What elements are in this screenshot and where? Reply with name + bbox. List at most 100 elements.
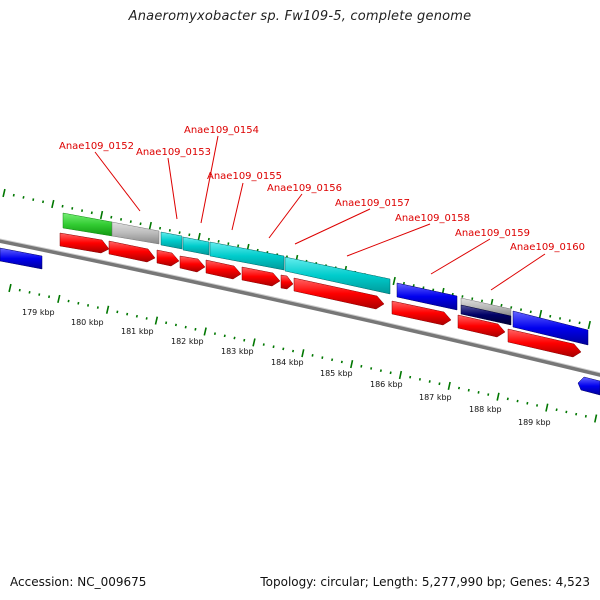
leader-line-0154 (200, 135, 219, 224)
gene-bar-cyan-1[interactable] (160, 231, 183, 250)
upper-tick-5 (51, 199, 55, 209)
lower-tick-1 (18, 288, 21, 292)
upper-tick-49 (480, 299, 484, 303)
leader-line-0156 (268, 193, 303, 239)
lower-tick-36 (360, 364, 363, 368)
lower-tick-24 (243, 338, 246, 342)
lower-tick-8 (87, 304, 90, 307)
lower-tick-47 (467, 388, 470, 392)
gene-bar-green[interactable] (62, 212, 113, 237)
cds-arrow-3[interactable] (156, 249, 180, 267)
lower-tick-49 (487, 393, 490, 396)
lower-tick-25 (252, 338, 256, 347)
lower-tick-52 (516, 399, 519, 403)
lower-tick-28 (282, 347, 285, 351)
lower-tick-31 (311, 354, 314, 357)
lower-tick-21 (213, 332, 216, 335)
genome-backbone (0, 238, 600, 377)
cds-arrow-1[interactable] (59, 232, 110, 254)
lower-tick-41 (409, 375, 412, 379)
kbp-label-186: 186 kbp (370, 380, 403, 389)
cds-arrow-8[interactable] (293, 277, 385, 310)
lower-tick-19 (194, 327, 197, 331)
lower-tick-3 (38, 293, 41, 296)
gene-label-0155[interactable]: Anae109_0155 (207, 171, 282, 182)
kbp-label-189: 189 kbp (518, 418, 551, 427)
gene-bar-blue-right[interactable] (577, 376, 600, 396)
cds-arrow-7[interactable] (280, 274, 294, 290)
lower-tick-13 (135, 314, 138, 318)
upper-tick-14 (139, 222, 142, 226)
gene-bar-cyan-4[interactable] (284, 256, 391, 295)
lower-tick-4 (48, 295, 51, 299)
gene-label-0152[interactable]: Anae109_0152 (59, 141, 134, 152)
upper-tick-58 (568, 319, 571, 322)
lower-tick-46 (457, 386, 461, 390)
leader-line-0152 (94, 151, 141, 212)
leader-line-0160 (490, 253, 546, 291)
gene-label-0158[interactable]: Anae109_0158 (395, 213, 470, 224)
upper-tick-43 (422, 286, 425, 289)
lower-tick-14 (145, 317, 148, 320)
cds-arrow-11[interactable] (507, 328, 582, 358)
upper-tick-54 (529, 310, 532, 314)
lower-tick-7 (77, 301, 80, 305)
gene-bar-blue-1[interactable] (396, 282, 458, 311)
lower-tick-42 (418, 378, 421, 381)
kbp-label-180: 180 kbp (71, 318, 104, 327)
leader-line-0157 (294, 208, 371, 245)
lower-tick-60 (594, 414, 598, 423)
upper-tick-24 (237, 244, 240, 248)
lower-tick-15 (154, 316, 159, 325)
cds-arrow-4[interactable] (179, 255, 206, 273)
lower-tick-22 (223, 334, 226, 338)
gene-label-0153[interactable]: Anae109_0153 (136, 147, 211, 158)
upper-tick-51 (500, 303, 503, 307)
lower-tick-26 (262, 343, 265, 346)
lower-tick-27 (272, 345, 275, 349)
gene-label-0160[interactable]: Anae109_0160 (510, 242, 585, 253)
cds-arrow-2[interactable] (108, 240, 156, 263)
upper-tick-0 (2, 188, 6, 198)
cds-arrow-9[interactable] (391, 300, 452, 326)
lower-tick-39 (389, 371, 392, 375)
gene-bar-darkblue[interactable] (460, 304, 512, 326)
gene-bar-cyan-2[interactable] (182, 236, 210, 256)
gene-label-0156[interactable]: Anae109_0156 (267, 183, 342, 194)
upper-tick-16 (159, 226, 162, 230)
upper-tick-2 (22, 196, 25, 199)
gene-bar-cyan-3[interactable] (209, 241, 285, 271)
leader-line-0153 (167, 157, 178, 220)
gene-bar-gray[interactable] (111, 221, 160, 245)
lower-tick-2 (28, 291, 31, 294)
lower-tick-34 (340, 360, 343, 364)
topology-text: Topology: circular; Length: 5,277,990 bp… (260, 575, 590, 589)
gene-bar-blue-left[interactable] (0, 247, 43, 270)
accession-text: Accession: NC_009675 (10, 575, 147, 589)
lower-tick-51 (506, 397, 509, 401)
cds-arrow-5[interactable] (205, 259, 242, 280)
upper-tick-57 (559, 317, 562, 320)
lower-tick-43 (428, 380, 431, 383)
lower-tick-17 (174, 323, 177, 327)
upper-tick-17 (168, 229, 171, 232)
cds-arrow-6[interactable] (241, 266, 281, 287)
leader-line-0158 (346, 223, 431, 257)
lower-tick-12 (126, 312, 129, 316)
lower-tick-6 (67, 299, 70, 303)
lower-tick-23 (233, 336, 236, 340)
upper-tick-7 (71, 207, 74, 210)
gene-bar-blue-2[interactable] (512, 310, 589, 346)
cds-arrow-10[interactable] (457, 314, 506, 338)
upper-tick-4 (42, 200, 45, 204)
gene-label-0157[interactable]: Anae109_0157 (335, 198, 410, 209)
kbp-label-181: 181 kbp (121, 327, 154, 336)
lower-tick-track (8, 283, 598, 423)
gene-label-0159[interactable]: Anae109_0159 (455, 228, 530, 239)
lower-tick-44 (438, 382, 441, 386)
lower-tick-35 (350, 360, 354, 369)
gene-label-0154[interactable]: Anae109_0154 (184, 125, 259, 136)
upper-tick-22 (217, 240, 220, 243)
upper-tick-12 (120, 218, 123, 221)
